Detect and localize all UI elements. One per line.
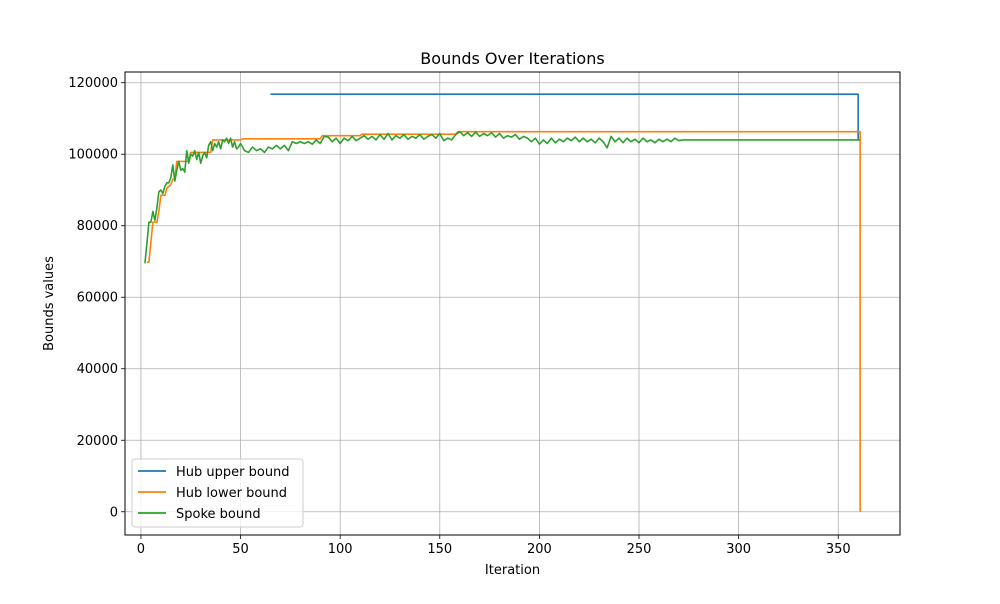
y-tick-label: 80000 [77,219,118,234]
y-tick-label: 40000 [77,362,118,377]
grid [125,72,900,535]
legend: Hub upper bound Hub lower bound Spoke bo… [131,458,304,528]
x-tick-label: 300 [726,542,751,557]
y-tick-label: 20000 [77,434,118,449]
x-axis-label: Iteration [485,563,540,578]
legend-label-spoke: Spoke bound [176,507,261,522]
legend-label-hub-upper: Hub upper bound [176,465,290,480]
legend-box [131,458,304,528]
x-tick-label: 50 [232,542,249,557]
x-tick-label: 350 [826,542,851,557]
y-tick-label: 60000 [77,291,118,306]
legend-label-hub-lower: Hub lower bound [176,486,287,501]
x-tick-label: 150 [427,542,452,557]
series-hub-lower-bound [146,130,861,512]
y-axis-ticks: 0 20000 40000 60000 80000 100000 120000 [68,76,125,520]
y-axis-label: Bounds values [42,256,57,351]
y-tick-label: 120000 [68,76,118,91]
y-tick-label: 100000 [68,148,118,163]
x-tick-label: 200 [527,542,552,557]
x-tick-label: 0 [137,542,145,557]
x-tick-label: 100 [328,542,353,557]
series-lines [144,93,861,512]
chart-title: Bounds Over Iterations [420,49,604,68]
series-spoke-bound [144,130,861,264]
x-tick-label: 250 [627,542,652,557]
y-tick-label: 0 [110,505,118,520]
x-axis-ticks: 0 50 100 150 200 250 300 350 [137,535,851,557]
series-hub-upper-bound [270,93,859,140]
plot-frame [124,71,901,536]
